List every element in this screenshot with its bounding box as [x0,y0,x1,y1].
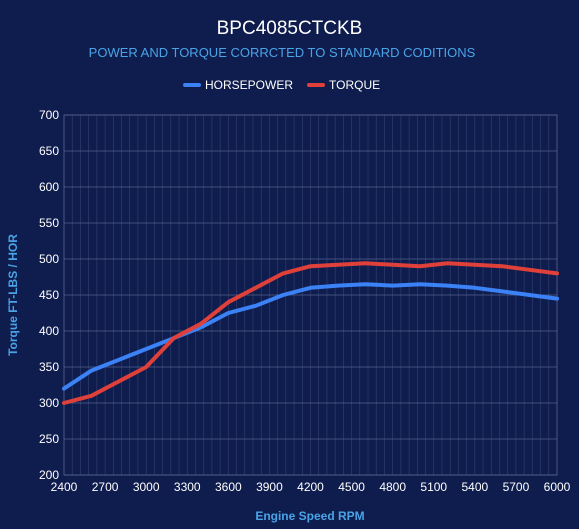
x-tick-label: 6000 [544,480,571,494]
x-tick-label: 3300 [174,480,201,494]
x-tick-label: 5100 [420,480,447,494]
x-tick-label: 4800 [379,480,406,494]
chart-subtitle: POWER AND TORQUE CORRCTED TO STANDARD CO… [89,45,476,60]
y-tick-label: 300 [39,396,59,410]
x-tick-label: 4200 [297,480,324,494]
legend-label-horsepower: HORSEPOWER [205,78,293,92]
series-line-torque [62,261,559,405]
y-tick-label: 550 [39,216,59,230]
chart-title: BPC4085CTCKB [217,18,363,39]
x-tick-label: 2700 [92,480,119,494]
x-tick-label: 5400 [461,480,488,494]
y-tick-label: 600 [39,180,59,194]
x-axis-ticks: 2400 2700 3000 3300 3600 3900 4200 4500 4800 5100… [51,480,571,494]
legend: HORSEPOWER TORQUE [183,78,380,92]
x-tick-label: 5700 [503,480,530,494]
x-axis-label: Engine Speed RPM [255,509,364,523]
y-tick-label: 650 [39,144,59,158]
y-axis-ticks: 200 250 300 350 400 450 500 550 600 650 700 [39,108,59,482]
x-tick-label: 3900 [256,480,283,494]
x-tick-label: 2400 [51,480,78,494]
y-tick-label: 250 [39,432,59,446]
x-tick-label: 4500 [338,480,365,494]
y-axis-label: Torque FT-LBS / HOR [6,234,20,356]
x-tick-label: 3000 [133,480,160,494]
plot-frame [63,114,558,476]
y-tick-label: 500 [39,252,59,266]
y-tick-label: 200 [39,468,59,482]
grid [63,114,558,476]
y-tick-label: 700 [39,108,59,122]
x-tick-label: 3600 [215,480,242,494]
y-tick-label: 400 [39,324,59,338]
legend-label-torque: TORQUE [329,78,380,92]
y-tick-label: 350 [39,360,59,374]
series-line-horsepower [62,282,559,391]
series-lines [62,261,559,405]
y-tick-label: 450 [39,288,59,302]
